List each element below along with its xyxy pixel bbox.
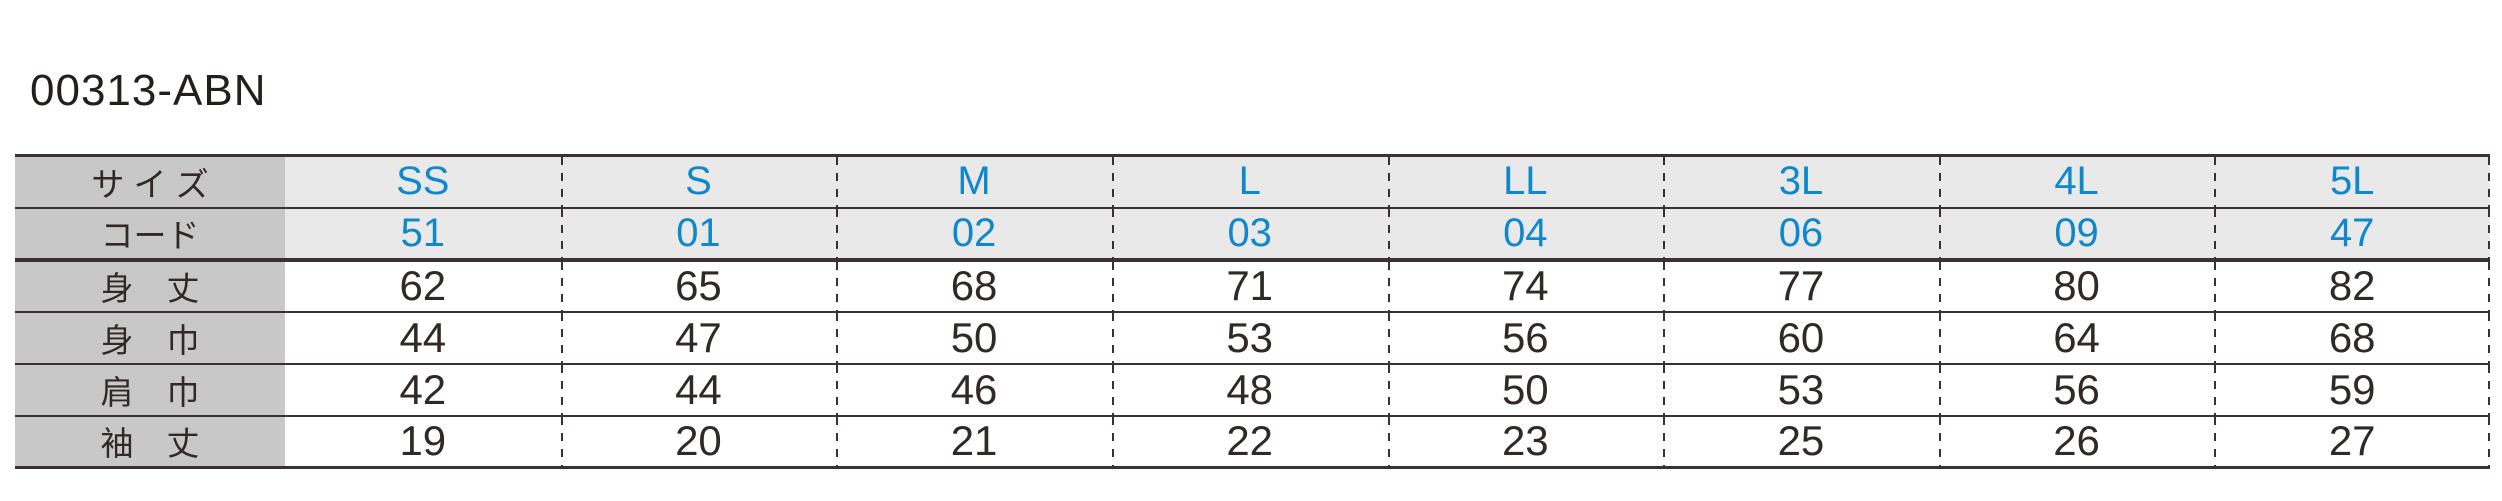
- size-col-header-ss: SS: [285, 155, 561, 208]
- code-row: コード 51 01 02 03 04 06 09 47: [15, 206, 2490, 260]
- measurement-cell: 46: [836, 362, 1112, 416]
- sleeve-length-row-label: 袖 丈: [15, 414, 285, 468]
- measurement-cell: 82: [2214, 257, 2490, 312]
- measurement-cell: 21: [836, 414, 1112, 468]
- size-col-header-ll: LL: [1387, 155, 1664, 208]
- product-code-title: 00313-ABN: [30, 66, 267, 115]
- measurement-cell: 74: [1387, 257, 1664, 312]
- measurement-cell: 56: [1387, 310, 1664, 364]
- size-col-header-4l: 4L: [1938, 155, 2215, 208]
- size-chart-table: サ イ ズ SS S M L LL 3L 4L 5L コード 51 01 02 …: [15, 154, 2490, 469]
- measurement-cell: 62: [285, 257, 561, 312]
- measurement-cell: 59: [2214, 362, 2490, 416]
- measurement-cell: 27: [2214, 414, 2490, 468]
- measurement-cell: 53: [1663, 362, 1939, 416]
- measurement-cell: 42: [285, 362, 561, 416]
- measurement-cell: 48: [1111, 362, 1388, 416]
- size-col-header-s: S: [560, 155, 837, 208]
- measurement-cell: 20: [560, 414, 837, 468]
- size-row-label: サ イ ズ: [15, 155, 285, 208]
- measurement-cell: 26: [1938, 414, 2215, 468]
- body-length-row-label: 身 丈: [15, 257, 285, 312]
- code-cell: 47: [2214, 206, 2490, 260]
- size-row: サ イ ズ SS S M L LL 3L 4L 5L: [15, 155, 2490, 208]
- measurement-cell: 77: [1663, 257, 1939, 312]
- code-cell: 51: [285, 206, 561, 260]
- code-row-label: コード: [15, 206, 285, 260]
- measurement-cell: 80: [1938, 257, 2215, 312]
- measurement-cell: 65: [560, 257, 837, 312]
- size-col-header-3l: 3L: [1663, 155, 1939, 208]
- measurement-cell: 50: [836, 310, 1112, 364]
- measurement-cell: 23: [1387, 414, 1664, 468]
- measurement-cell: 25: [1663, 414, 1939, 468]
- code-cell: 03: [1111, 206, 1388, 260]
- measurement-cell: 60: [1663, 310, 1939, 364]
- shoulder-width-row: 肩 巾 42 44 46 48 50 53 56 59: [15, 362, 2490, 416]
- measurement-cell: 22: [1111, 414, 1388, 468]
- body-width-row-label: 身 巾: [15, 310, 285, 364]
- code-cell: 02: [836, 206, 1112, 260]
- body-width-row: 身 巾 44 47 50 53 56 60 64 68: [15, 310, 2490, 364]
- measurement-cell: 68: [2214, 310, 2490, 364]
- shoulder-width-row-label: 肩 巾: [15, 362, 285, 416]
- measurement-cell: 64: [1938, 310, 2215, 364]
- measurement-cell: 50: [1387, 362, 1664, 416]
- measurement-cell: 19: [285, 414, 561, 468]
- code-cell: 04: [1387, 206, 1664, 260]
- size-col-header-l: L: [1111, 155, 1388, 208]
- sleeve-length-row: 袖 丈 19 20 21 22 23 25 26 27: [15, 414, 2490, 468]
- size-col-header-m: M: [836, 155, 1112, 208]
- measurement-cell: 47: [560, 310, 837, 364]
- code-cell: 09: [1938, 206, 2215, 260]
- measurement-cell: 68: [836, 257, 1112, 312]
- code-cell: 06: [1663, 206, 1939, 260]
- measurement-cell: 56: [1938, 362, 2215, 416]
- measurement-cell: 44: [285, 310, 561, 364]
- measurement-cell: 44: [560, 362, 837, 416]
- measurement-cell: 53: [1111, 310, 1388, 364]
- measurement-cell: 71: [1111, 257, 1388, 312]
- body-length-row: 身 丈 62 65 68 71 74 77 80 82: [15, 257, 2490, 312]
- code-cell: 01: [560, 206, 837, 260]
- size-col-header-5l: 5L: [2214, 155, 2490, 208]
